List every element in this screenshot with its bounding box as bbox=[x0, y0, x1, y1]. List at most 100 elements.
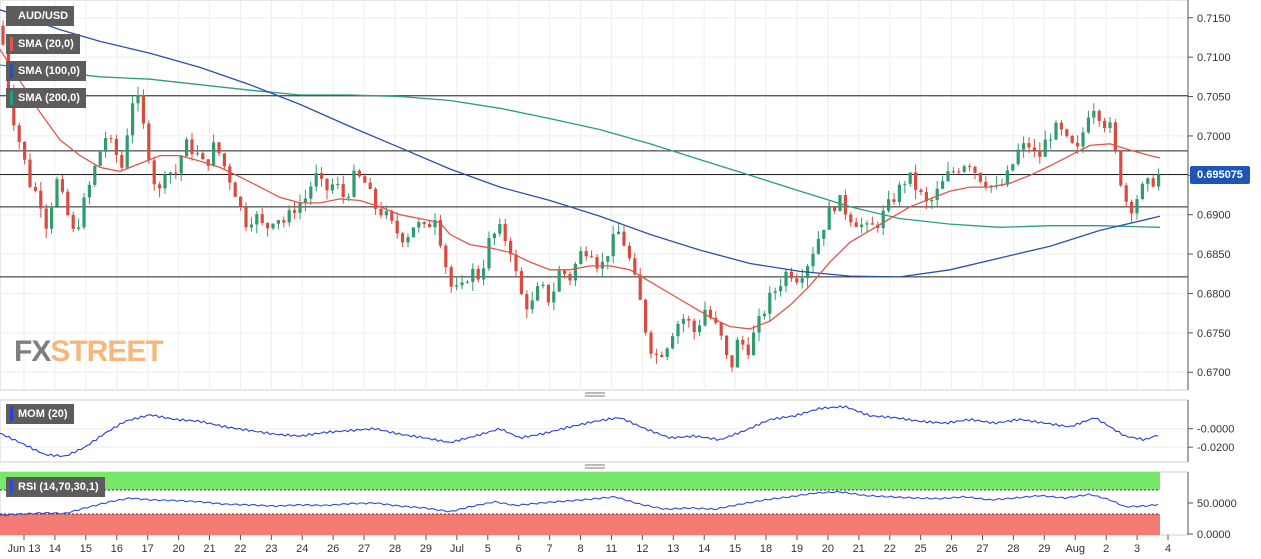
candle-body bbox=[978, 172, 982, 182]
candle-body bbox=[584, 251, 588, 257]
candle-body bbox=[514, 254, 518, 272]
candle-body bbox=[816, 238, 820, 254]
candle-body bbox=[1016, 149, 1020, 165]
momentum-axis: -0.0000 -0.0200 bbox=[1188, 424, 1234, 454]
momentum-panel-frame bbox=[0, 399, 1189, 463]
x-tick-label: 29 bbox=[420, 543, 432, 555]
candle-body bbox=[298, 202, 302, 213]
y-tick-label: 0.7150 bbox=[1197, 13, 1231, 25]
candle-body bbox=[935, 188, 939, 200]
x-tick-label: 28 bbox=[389, 543, 401, 555]
candle-body bbox=[1140, 183, 1144, 200]
candle-body bbox=[287, 210, 291, 223]
candle-body bbox=[573, 263, 577, 281]
candle-body bbox=[519, 271, 523, 295]
candle-body bbox=[525, 294, 529, 310]
momentum-tick-label: -0.0000 bbox=[1197, 424, 1234, 436]
candle-body bbox=[1130, 201, 1134, 214]
x-tick-label: 7 bbox=[547, 543, 553, 555]
fxstreet-watermark: FXSTREET bbox=[14, 335, 164, 369]
candle-body bbox=[903, 183, 907, 185]
x-tick-label: 26 bbox=[945, 543, 957, 555]
x-tick-label: Aug bbox=[1065, 543, 1085, 555]
candle-body bbox=[924, 192, 928, 202]
candle-body bbox=[833, 207, 837, 212]
mom-swatch bbox=[10, 407, 13, 421]
candle-body bbox=[984, 181, 988, 188]
candle-body bbox=[347, 196, 351, 198]
candle-body bbox=[752, 332, 756, 355]
y-tick-label: 0.6750 bbox=[1197, 328, 1231, 340]
candle-body bbox=[120, 154, 124, 168]
x-tick-label: 16 bbox=[111, 543, 123, 555]
candle-body bbox=[228, 166, 232, 183]
pair-label[interactable]: AUD/USD bbox=[6, 6, 75, 26]
x-tick-label: 8 bbox=[577, 543, 583, 555]
candle-body bbox=[87, 184, 91, 198]
candle-body bbox=[741, 339, 745, 345]
candle-body bbox=[147, 123, 151, 161]
candle-body bbox=[249, 224, 253, 228]
momentum-grid bbox=[0, 428, 1188, 448]
candle-body bbox=[417, 222, 421, 228]
candle-body bbox=[131, 103, 135, 136]
x-tick-label: 12 bbox=[636, 543, 648, 555]
candle-body bbox=[768, 292, 772, 314]
candle-body bbox=[395, 220, 399, 234]
candle-body bbox=[222, 153, 226, 167]
x-tick-label: 20 bbox=[172, 543, 184, 555]
candle-body bbox=[17, 125, 21, 142]
candle-body bbox=[212, 142, 216, 166]
candle-body bbox=[957, 171, 961, 173]
candle-body bbox=[1032, 147, 1036, 151]
candle-body bbox=[617, 231, 621, 235]
panel-separator-2[interactable] bbox=[585, 464, 605, 469]
sma100-line bbox=[0, 9, 1161, 278]
candle-body bbox=[509, 240, 513, 255]
sma100-label[interactable]: SMA (100,0) bbox=[6, 61, 86, 81]
mom-label-text: MOM (20) bbox=[18, 408, 68, 420]
candle-body bbox=[1086, 117, 1090, 133]
candle-body bbox=[563, 270, 567, 274]
x-tick-label: 3 bbox=[1134, 543, 1140, 555]
candle-body bbox=[55, 179, 59, 207]
candle-body bbox=[627, 245, 631, 259]
candle-body bbox=[827, 207, 831, 230]
candle-body bbox=[109, 138, 113, 140]
candle-body bbox=[503, 224, 507, 241]
candle-body bbox=[552, 291, 556, 303]
x-tick-label: 26 bbox=[327, 543, 339, 555]
candle-body bbox=[962, 166, 966, 172]
candle-body bbox=[1022, 143, 1026, 150]
candle-body bbox=[455, 285, 459, 287]
sma100-swatch bbox=[10, 64, 13, 78]
y-tick-label: 0.7100 bbox=[1197, 52, 1231, 64]
rsi-label[interactable]: RSI (14,70,30,1) bbox=[6, 477, 105, 497]
candle-body bbox=[411, 227, 415, 238]
candle-body bbox=[1135, 199, 1139, 214]
candle-body bbox=[919, 189, 923, 193]
candle-body bbox=[887, 199, 891, 211]
mom-label[interactable]: MOM (20) bbox=[6, 404, 74, 424]
candle-body bbox=[1054, 122, 1058, 140]
candle-body bbox=[849, 214, 853, 223]
candle-body bbox=[784, 271, 788, 287]
candle-body bbox=[185, 139, 189, 157]
x-tick-label: 2 bbox=[1103, 543, 1109, 555]
candle-body bbox=[104, 138, 108, 152]
candle-body bbox=[914, 172, 918, 190]
candle-body bbox=[1157, 174, 1161, 187]
x-tick-label: 5 bbox=[485, 543, 491, 555]
sma200-label[interactable]: SMA (200,0) bbox=[6, 88, 86, 108]
candle-body bbox=[1108, 122, 1112, 129]
candle-body bbox=[357, 170, 361, 177]
x-tick-label: Jul bbox=[450, 543, 464, 555]
candle-body bbox=[611, 234, 615, 257]
candle-body bbox=[50, 206, 54, 229]
x-tick-label: 15 bbox=[729, 543, 741, 555]
pair-label-text: AUD/USD bbox=[18, 10, 69, 22]
y-tick-label: 0.6850 bbox=[1197, 249, 1231, 261]
sma20-label[interactable]: SMA (20,0) bbox=[6, 34, 80, 54]
panel-separator-1[interactable] bbox=[585, 392, 605, 397]
x-tick-label: 22 bbox=[234, 543, 246, 555]
